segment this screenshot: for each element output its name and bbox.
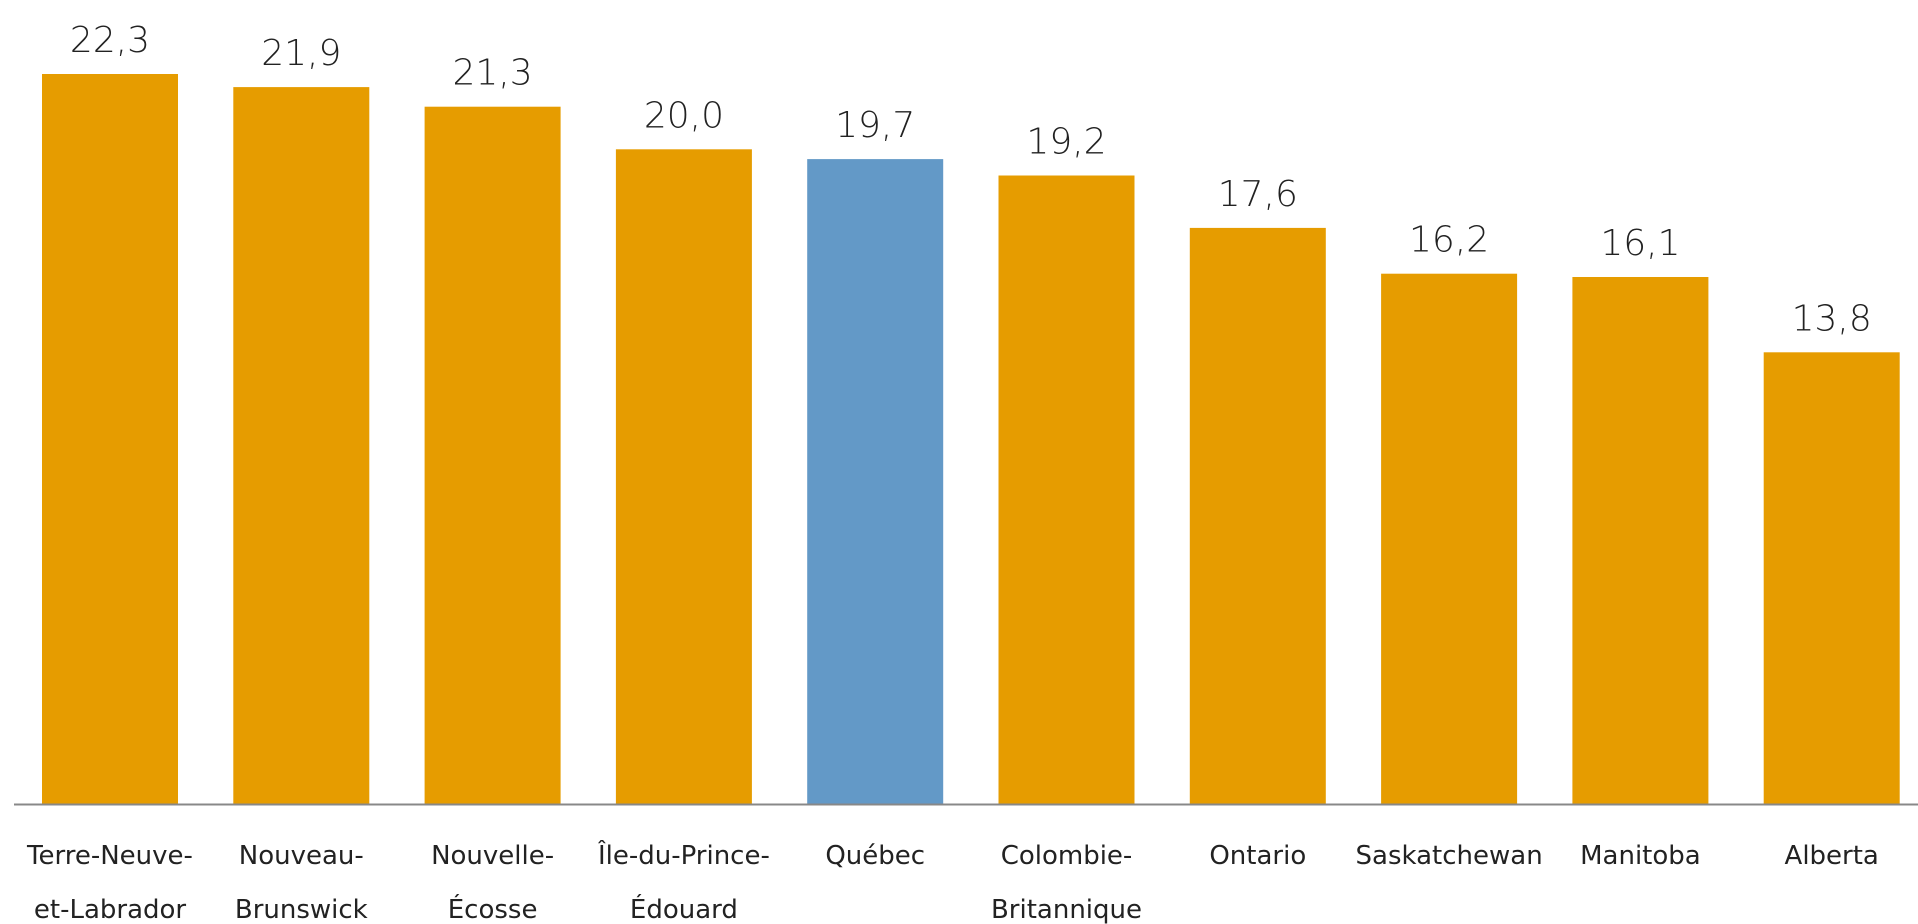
category-label-line: Brunswick bbox=[235, 895, 368, 924]
category-label-quebec: Québec bbox=[825, 841, 925, 871]
category-label-ile-du-prince-edouard: Île-du-Prince- Édouard bbox=[597, 839, 770, 924]
category-label-line: Manitoba bbox=[1580, 841, 1701, 871]
value-label-quebec: 19,7 bbox=[835, 105, 915, 146]
category-label-ontario: Ontario bbox=[1209, 841, 1306, 871]
bars-group bbox=[42, 74, 1900, 805]
value-label-nouvelle-ecosse: 21,3 bbox=[453, 53, 533, 94]
bar-ile-du-prince-edouard bbox=[615, 149, 752, 805]
value-label-ontario: 17,6 bbox=[1218, 174, 1298, 215]
bar-nouveau-brunswick bbox=[233, 87, 370, 805]
category-label-saskatchewan: Saskatchewan bbox=[1356, 841, 1543, 871]
value-label-terre-neuve-et-labrador: 22,3 bbox=[70, 20, 150, 61]
bar-alberta bbox=[1763, 352, 1900, 804]
category-label-alberta: Alberta bbox=[1785, 841, 1879, 871]
bar-nouvelle-ecosse bbox=[424, 106, 561, 804]
category-label-manitoba: Manitoba bbox=[1580, 841, 1701, 871]
bar-quebec bbox=[807, 159, 944, 805]
category-label-line: Colombie- bbox=[1001, 841, 1133, 871]
category-label-line: Britannique bbox=[991, 895, 1142, 924]
category-labels-group: Terre-Neuve-et-Labrador Nouveau- Brunswick… bbox=[26, 839, 1879, 924]
value-label-alberta: 13,8 bbox=[1792, 298, 1872, 339]
bar-colombie-britannique bbox=[998, 175, 1135, 804]
category-label-colombie-britannique: Colombie- Britannique bbox=[991, 841, 1142, 924]
value-label-ile-du-prince-edouard: 20,0 bbox=[644, 95, 724, 136]
category-label-line: Terre-Neuve- bbox=[26, 841, 193, 871]
category-label-line: Saskatchewan bbox=[1356, 841, 1543, 871]
category-label-line: Québec bbox=[825, 841, 925, 871]
category-label-line: Ontario bbox=[1209, 841, 1306, 871]
bar-manitoba bbox=[1572, 277, 1709, 804]
category-label-terre-neuve-et-labrador: Terre-Neuve-et-Labrador bbox=[26, 841, 193, 924]
bar-ontario bbox=[1189, 227, 1326, 804]
category-label-line: Nouveau- bbox=[239, 841, 364, 871]
category-label-line: Écosse bbox=[448, 893, 538, 924]
value-label-saskatchewan: 16,2 bbox=[1409, 220, 1489, 261]
category-label-line: Édouard bbox=[630, 893, 738, 924]
bar-terre-neuve-et-labrador bbox=[42, 74, 178, 804]
value-label-nouveau-brunswick: 21,9 bbox=[261, 33, 341, 74]
category-label-line: et-Labrador bbox=[34, 895, 187, 924]
value-label-manitoba: 16,1 bbox=[1600, 223, 1680, 264]
category-label-line: Nouvelle- bbox=[431, 841, 554, 871]
value-label-colombie-britannique: 19,2 bbox=[1026, 122, 1106, 163]
category-label-nouveau-brunswick: Nouveau- Brunswick bbox=[235, 841, 368, 924]
bar-saskatchewan bbox=[1381, 273, 1518, 804]
category-label-line: Alberta bbox=[1785, 841, 1879, 871]
value-labels-group: 22,3 21,9 21,3 20,0 19,7 19,2 17,6 16,2 16,1 13,8 bbox=[70, 20, 1872, 339]
category-label-line: Île-du-Prince- bbox=[597, 839, 770, 871]
category-label-nouvelle-ecosse: Nouvelle- Écosse bbox=[431, 841, 554, 924]
